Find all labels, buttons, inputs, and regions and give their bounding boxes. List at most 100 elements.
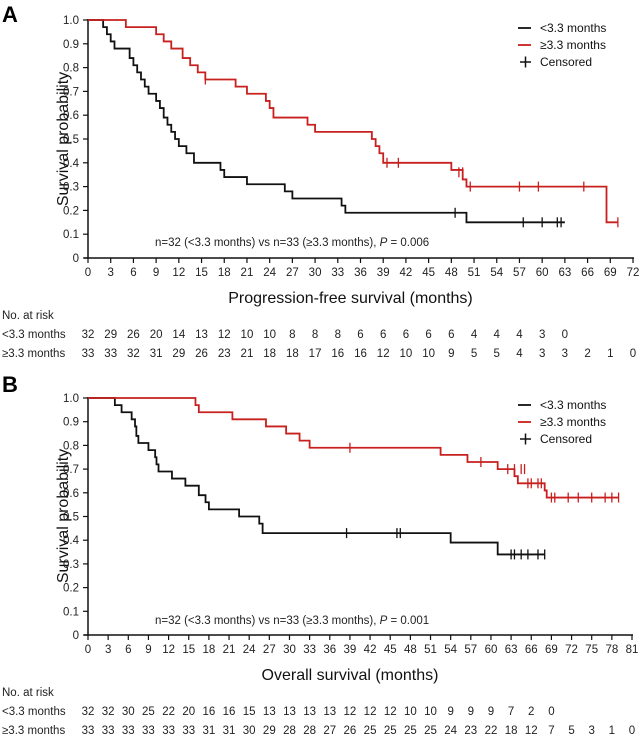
- legend-label: Censored: [540, 432, 592, 446]
- risk-value: 29: [263, 725, 276, 737]
- y-tick-label: 0.7: [63, 464, 79, 476]
- x-tick-label: 72: [565, 644, 578, 656]
- x-tick-label: 21: [223, 644, 236, 656]
- risk-value: 10: [422, 348, 435, 360]
- risk-value: 30: [243, 725, 256, 737]
- x-axis-title: Overall survival (months): [262, 667, 439, 684]
- x-tick-label: 27: [263, 644, 276, 656]
- x-tick-label: 36: [323, 644, 336, 656]
- risk-value: 5: [494, 348, 500, 360]
- x-tick-label: 24: [243, 644, 256, 656]
- risk-value: 0: [562, 329, 568, 341]
- x-tick-label: 33: [303, 644, 316, 656]
- risk-value: 12: [384, 706, 397, 718]
- risk-value: 13: [195, 329, 208, 341]
- y-tick-label: 0.3: [63, 559, 79, 571]
- p-value: = 0.006: [387, 237, 429, 249]
- risk-value: 2: [528, 706, 534, 718]
- y-tick-label: 0.9: [63, 39, 79, 51]
- risk-value: 28: [283, 725, 296, 737]
- panel-label: A: [2, 2, 18, 27]
- x-tick-label: 18: [202, 644, 215, 656]
- x-tick-label: 42: [364, 644, 377, 656]
- legend-label: Censored: [540, 55, 592, 69]
- y-tick-label: 0.5: [63, 512, 79, 524]
- risk-value: 16: [354, 348, 367, 360]
- risk-row-label: ≥3.3 months: [2, 348, 65, 360]
- risk-value: 16: [223, 706, 236, 718]
- risk-value: 26: [195, 348, 208, 360]
- risk-value: 0: [630, 348, 636, 360]
- risk-value: 33: [102, 725, 115, 737]
- risk-value: 6: [448, 329, 454, 341]
- x-tick-label: 69: [545, 644, 558, 656]
- x-tick-label: 78: [605, 644, 618, 656]
- x-tick-label: 54: [444, 644, 457, 656]
- risk-value: 33: [82, 348, 95, 360]
- x-tick-label: 66: [581, 267, 594, 279]
- y-tick-label: 0: [73, 253, 79, 265]
- x-tick-label: 24: [263, 267, 276, 279]
- risk-value: 14: [172, 329, 185, 341]
- risk-table-title: No. at risk: [2, 310, 54, 322]
- legend-label: <3.3 months: [540, 21, 606, 35]
- legend-label: ≥3.3 months: [540, 415, 606, 429]
- y-tick-label: 0.4: [63, 535, 80, 547]
- y-tick-label: 0.2: [63, 205, 79, 217]
- risk-value: 5: [568, 725, 574, 737]
- x-tick-label: 3: [108, 267, 114, 279]
- risk-value: 8: [312, 329, 318, 341]
- risk-value: 4: [471, 329, 478, 341]
- y-tick-label: 1.0: [63, 393, 79, 405]
- risk-value: 12: [344, 706, 357, 718]
- risk-value: 9: [488, 706, 494, 718]
- risk-value: 18: [505, 725, 518, 737]
- risk-value: 33: [182, 725, 195, 737]
- x-tick-label: 30: [283, 644, 296, 656]
- y-tick-label: 0: [73, 630, 79, 642]
- risk-value: 9: [448, 348, 454, 360]
- annotation-text: n=32 (<3.3 months) vs n=33 (≥3.3 months)…: [155, 237, 429, 249]
- y-tick-label: 0.9: [63, 417, 79, 429]
- risk-row-label: <3.3 months: [2, 706, 66, 718]
- risk-value: 8: [335, 329, 341, 341]
- x-tick-label: 69: [604, 267, 617, 279]
- risk-value: 0: [629, 725, 635, 737]
- x-tick-label: 9: [153, 267, 159, 279]
- x-tick-label: 33: [331, 267, 344, 279]
- risk-value: 31: [223, 725, 236, 737]
- risk-value: 16: [331, 348, 344, 360]
- x-tick-label: 54: [490, 267, 503, 279]
- x-tick-label: 48: [445, 267, 458, 279]
- risk-value: 13: [303, 706, 316, 718]
- x-tick-label: 36: [354, 267, 367, 279]
- x-tick-label: 48: [404, 644, 417, 656]
- risk-value: 33: [142, 725, 155, 737]
- x-tick-label: 12: [162, 644, 175, 656]
- x-tick-label: 51: [424, 644, 437, 656]
- risk-value: 9: [468, 706, 474, 718]
- risk-value: 6: [403, 329, 409, 341]
- x-tick-label: 9: [145, 644, 151, 656]
- risk-value: 12: [525, 725, 538, 737]
- p-label: P: [380, 615, 388, 627]
- risk-value: 6: [380, 329, 386, 341]
- x-tick-label: 57: [464, 644, 477, 656]
- risk-value: 24: [444, 725, 457, 737]
- x-tick-label: 81: [626, 644, 639, 656]
- risk-value: 3: [539, 348, 545, 360]
- risk-value: 25: [142, 706, 155, 718]
- y-tick-label: 0.4: [63, 158, 80, 170]
- x-tick-label: 6: [125, 644, 131, 656]
- risk-value: 0: [548, 706, 554, 718]
- km-curve-ge-3-3: [88, 19, 618, 224]
- risk-value: 9: [447, 706, 453, 718]
- risk-value: 7: [548, 725, 554, 737]
- risk-value: 26: [344, 725, 357, 737]
- km-curve-lt-3-3: [88, 397, 545, 556]
- x-tick-label: 63: [558, 267, 571, 279]
- risk-value: 30: [122, 706, 135, 718]
- legend-label: ≥3.3 months: [540, 38, 606, 52]
- km-curve-lt-3-3: [88, 19, 565, 224]
